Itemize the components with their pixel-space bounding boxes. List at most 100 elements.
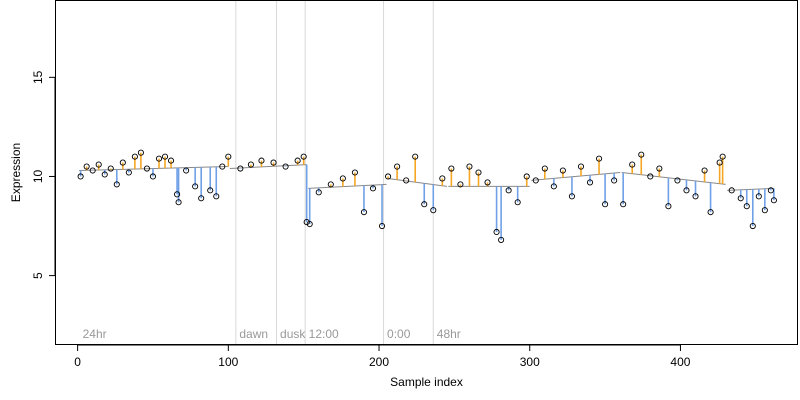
x-tick-label-1: 100	[218, 355, 238, 369]
y-axis-title: Expression	[9, 143, 23, 202]
x-axis-title: Sample index	[390, 375, 463, 389]
data-point-44	[412, 153, 419, 160]
y-tick-label-1: 10	[31, 169, 45, 183]
data-point-82	[737, 195, 744, 202]
data-point-23	[219, 163, 226, 170]
data-point-66	[602, 201, 609, 208]
data-point-41	[385, 173, 392, 180]
data-point-68	[620, 201, 627, 208]
data-point-72	[656, 165, 663, 172]
x-axis: 0 100 200 300 400	[74, 344, 691, 369]
data-point-54	[498, 236, 505, 243]
annotation-label-5: 48hr	[437, 327, 461, 341]
x-tick-label-3: 300	[520, 355, 540, 369]
data-point-8	[125, 169, 132, 176]
data-point-61	[559, 167, 566, 174]
fit-segment-3	[388, 177, 447, 187]
data-point-77	[701, 167, 708, 174]
data-point-88	[770, 197, 777, 204]
data-point-27	[258, 157, 265, 164]
fit-segment-2	[308, 183, 387, 189]
annotation-label-3: 12:00	[309, 327, 339, 341]
data-point-19	[192, 183, 199, 190]
fit-segment-5	[531, 172, 621, 181]
annotation-label-1: dawn	[239, 327, 268, 341]
data-point-21	[207, 187, 214, 194]
y-tick-label-0: 5	[31, 272, 45, 279]
data-point-14	[161, 153, 169, 160]
data-point-45	[421, 201, 428, 208]
data-point-49	[457, 181, 464, 188]
y-tick-label-2: 15	[31, 70, 45, 84]
annotation-label-0: 24hr	[83, 327, 107, 341]
data-point-63	[577, 163, 585, 170]
data-point-80	[719, 153, 726, 160]
data-point-83	[743, 203, 750, 210]
plot-frame	[55, 0, 798, 345]
data-point-24	[225, 153, 232, 160]
data-point-11	[143, 165, 150, 172]
data-point-58	[532, 177, 539, 184]
fit-lines	[79, 164, 774, 191]
fit-segment-7	[727, 187, 774, 191]
data-point-75	[683, 187, 690, 194]
data-point-30	[294, 157, 301, 164]
data-point-34	[315, 189, 322, 196]
data-point-9	[131, 153, 138, 160]
data-point-84	[749, 222, 756, 230]
data-point-73	[665, 203, 672, 210]
x-tick-label-4: 400	[670, 355, 690, 369]
data-point-31	[300, 153, 307, 160]
annotation-label-2: dusk	[280, 327, 306, 341]
data-point-12	[149, 173, 157, 180]
annotation-labels: 24hr dawn dusk 12:00 0:00 48hr	[83, 327, 461, 341]
data-point-6	[113, 181, 120, 188]
data-point-46	[430, 207, 437, 214]
vertical-marker-lines	[235, 1, 434, 344]
data-point-20	[198, 195, 205, 202]
x-tick-label-0: 0	[74, 355, 81, 369]
data-point-51	[475, 169, 482, 176]
data-point-18	[183, 167, 190, 174]
data-point-42	[394, 163, 401, 170]
data-point-87	[767, 187, 774, 194]
data-point-60	[550, 183, 557, 190]
annotation-label-4: 0:00	[387, 327, 411, 341]
data-point-62	[568, 193, 575, 200]
data-point-48	[448, 165, 455, 172]
data-point-36	[339, 175, 346, 182]
data-point-40	[378, 222, 386, 230]
data-point-74	[674, 177, 681, 184]
data-point-67	[611, 177, 618, 184]
data-point-32	[303, 219, 310, 226]
data-point-50	[466, 163, 473, 170]
data-point-57	[523, 173, 530, 180]
data-point-26	[247, 161, 254, 168]
data-point-79	[716, 159, 723, 166]
data-point-39	[369, 185, 377, 192]
data-point-37	[351, 169, 358, 176]
data-point-33	[306, 221, 313, 228]
fit-segment-6	[621, 172, 726, 185]
data-point-15	[167, 157, 175, 164]
data-point-5	[107, 165, 114, 172]
data-point-4	[101, 171, 108, 178]
data-point-10	[137, 149, 144, 156]
data-point-85	[755, 193, 762, 200]
data-point-59	[541, 165, 548, 172]
residual-segments	[79, 152, 775, 240]
data-point-53	[493, 228, 500, 236]
data-point-55	[505, 187, 512, 194]
data-point-76	[692, 193, 699, 200]
data-point-28	[270, 159, 277, 166]
data-point-70	[638, 151, 645, 158]
data-point-78	[707, 209, 714, 216]
data-point-65	[596, 155, 603, 162]
data-point-47	[439, 175, 446, 182]
data-point-1	[83, 163, 90, 170]
data-point-43	[403, 177, 410, 184]
data-point-71	[647, 173, 654, 180]
data-point-7	[119, 159, 126, 166]
data-point-22	[213, 193, 220, 200]
